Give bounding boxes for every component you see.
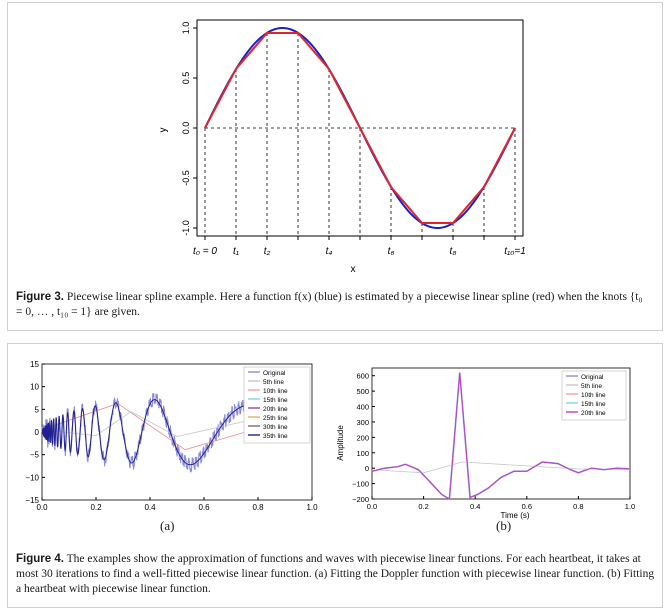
figure-4b-sub-label: (b): [496, 518, 512, 533]
figure-4a-chart: 15 10 5 0 −5 −10 −150.0 0.2 0.4 0.6 0.8 1.0 Origina…: [25, 360, 318, 512]
fig4b-x-tick-label: 0.4: [470, 502, 480, 511]
fig4a-legend-label: 10th line: [263, 388, 288, 395]
fig4b-legend-label: 20th line: [581, 410, 606, 417]
fig4a-10th-line: [41, 411, 259, 437]
fig4a-legend-label: 30th line: [263, 424, 288, 431]
fig4b-y-tick-label: 200: [356, 433, 369, 442]
fig4b-y-tick-label: 500: [356, 387, 369, 396]
fig3-spline-line: [204, 32, 516, 224]
fig4b-x-tick-label: 1.0: [625, 502, 635, 511]
fig4b-y-tick-label: 400: [356, 403, 369, 412]
fig4b-x-tick-label: 0.0: [367, 502, 377, 511]
fig4b-y-tick-label: −100: [352, 480, 369, 489]
fig3-knot-label: t₄: [326, 246, 333, 257]
fig4b-x-tick-label: 0.8: [573, 502, 583, 511]
figure-3-caption-text: Piecewise linear spline example. Here a …: [16, 291, 643, 318]
fig4b-legend-label: Original: [581, 374, 604, 381]
fig3-y-tick-label: -1.0: [181, 220, 191, 236]
figure-3-chart: 1.0 0.5 0.0 -0.5 -1.0t₀ = 0 t₁ t₂ t₄ t₆ t₈ t₁₀=1 x…: [160, 19, 526, 275]
fig3-knot-label: t₁₀=1: [504, 246, 526, 257]
fig3-knot-label: t₆: [388, 246, 395, 257]
fig4b-y-tick-label: 600: [356, 372, 369, 381]
fig4a-35th-line: [41, 399, 259, 466]
fig3-y-tick-label: -0.5: [181, 170, 191, 186]
fig4b-legend-label: 10th line: [581, 392, 606, 399]
fig4a-x-tick-label: 0.4: [144, 503, 156, 512]
fig4a-x-tick-label: 1.0: [306, 503, 318, 512]
figure-4-caption-text: The examples show the approximation of f…: [16, 553, 655, 595]
fig3-series: [204, 26, 516, 230]
fig4a-y-tick-label: 15: [30, 360, 39, 369]
fig3-y-tick-label: 0.5: [181, 72, 191, 85]
fig3-y-tick-label: 1.0: [181, 22, 191, 35]
fig4b-x-tick-label: 0.6: [522, 502, 532, 511]
fig3-y-tick-label: 0.0: [181, 122, 191, 135]
fig4b-y-tick-label: 0: [365, 464, 369, 473]
fig4a-x-tick-label: 0.6: [198, 503, 210, 512]
fig4b-series: [371, 372, 631, 501]
fig4a-y-tick-label: 0: [35, 428, 40, 437]
fig4b-20th-line: [371, 372, 631, 500]
fig4a-x-tick-label: 0.0: [36, 503, 48, 512]
figure-3-caption: Figure 3. Piecewise linear spline exampl…: [16, 290, 646, 320]
fig3-y-axis-label: y: [160, 128, 169, 133]
fig4b-legend-label: 15th line: [581, 401, 606, 408]
figure-4-caption: Figure 4. The examples show the approxim…: [16, 552, 656, 597]
fig4a-x-tick-label: 0.2: [90, 503, 102, 512]
fig4b-x-tick-label: 0.2: [418, 502, 428, 511]
fig3-knot-label: t₂: [264, 246, 271, 257]
fig3-axes: 1.0 0.5 0.0 -0.5 -1.0t₀ = 0 t₁ t₂ t₄ t₆ t₈ t₁₀=1: [181, 19, 526, 257]
fig4b-y-tick-label: 100: [356, 449, 369, 458]
figure-3-panel: [7, 2, 663, 331]
fig3-knot-label: t₁: [233, 246, 239, 257]
fig4a-y-tick-label: −15: [25, 496, 39, 505]
fig4b-plot-frame: [371, 367, 631, 500]
fig3-knot-label: t₈: [450, 246, 457, 257]
fig4a-legend-label: 20th line: [263, 406, 288, 413]
fig4b-5th-line: [371, 461, 631, 474]
fig3-knot-lines: [204, 33, 516, 240]
fig4b-y-tick-label: −200: [352, 495, 369, 504]
fig4a-y-tick-label: −10: [25, 473, 39, 482]
fig4b-legend: Original 5th line 10th line 15th line 20th l…: [561, 370, 627, 421]
fig4a-legend: Original 5th line 10th line 15th line 20th l…: [243, 366, 311, 444]
fig4a-5th-line: [41, 402, 259, 451]
fig4b-y-axis-label: Amplitude: [336, 425, 345, 461]
fig4a-legend-label: 35th line: [263, 433, 288, 440]
fig4a-axes: 15 10 5 0 −5 −10 −150.0 0.2 0.4 0.6 0.8 1.0: [25, 360, 318, 512]
fig4a-legend-label: 15th line: [263, 397, 288, 404]
fig4a-original-line: [41, 393, 259, 473]
figure-4a-sub-label: (a): [160, 518, 175, 533]
fig4b-y-tick-label: 300: [356, 418, 369, 427]
fig4b-legend-label: 5th line: [581, 383, 602, 390]
fig3-knot-label: t₀ = 0: [193, 246, 217, 257]
fig4a-legend-label: Original: [263, 370, 286, 377]
fig4a-y-tick-label: 10: [30, 383, 39, 392]
fig4a-legend-box: [243, 366, 311, 444]
fig4a-series: [41, 393, 259, 473]
fig4a-y-tick-label: 5: [35, 405, 40, 414]
fig4b-x-axis-label: Time (s): [500, 511, 529, 520]
figure-4-caption-label: Figure 4.: [16, 553, 64, 565]
figure-4-panel: [7, 343, 663, 608]
fig4a-legend-label: 5th line: [263, 379, 284, 386]
fig4a-legend-label: 25th line: [263, 415, 288, 422]
figure-3-caption-label: Figure 3.: [16, 291, 64, 303]
fig4a-x-tick-label: 0.8: [252, 503, 264, 512]
fig3-x-axis-label: x: [351, 264, 356, 275]
fig4a-y-tick-label: −5: [30, 451, 40, 460]
